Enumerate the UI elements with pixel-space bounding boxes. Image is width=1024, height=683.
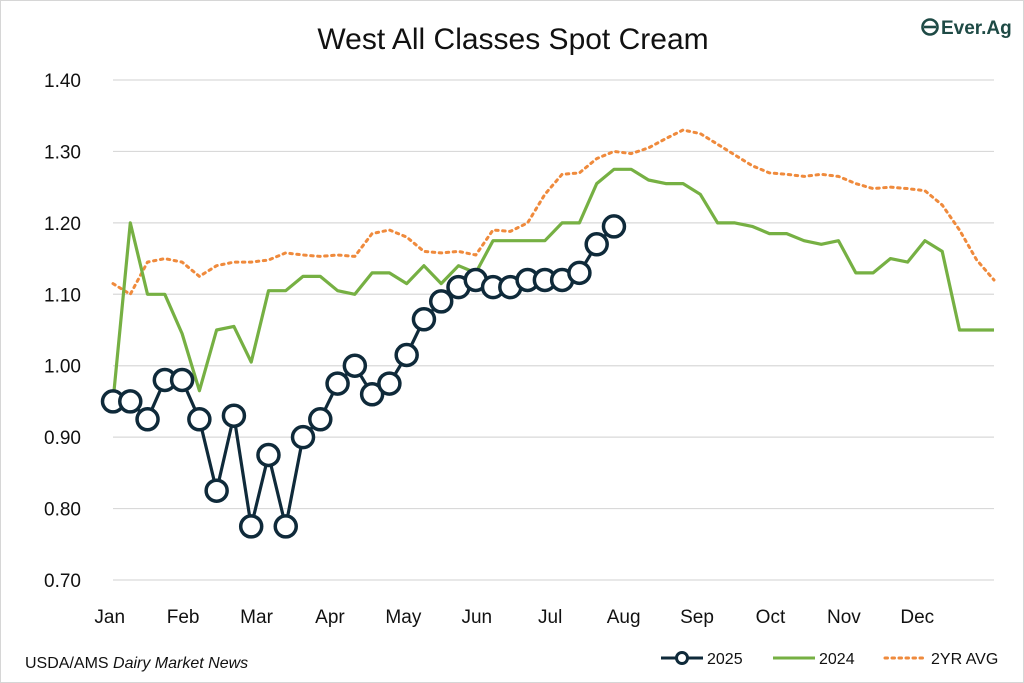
x-tick-label: Mar xyxy=(240,607,273,628)
y-tick-label: 1.40 xyxy=(44,71,81,92)
data-point-2025 xyxy=(187,407,212,432)
y-axis-ticks: 0.70 0.80 0.90 1.00 1.10 1.20 1.30 1.40 xyxy=(44,71,81,592)
data-point-2025 xyxy=(204,478,229,503)
x-tick-label: Sep xyxy=(680,607,714,628)
data-point-2025 xyxy=(411,307,437,332)
legend-label: 2024 xyxy=(819,651,855,668)
data-point-2025 xyxy=(238,514,264,539)
y-tick-label: 1.30 xyxy=(44,142,81,163)
brand-name: Ever.Ag xyxy=(941,18,1012,39)
legend-marker xyxy=(675,651,689,665)
y-tick-label: 0.70 xyxy=(44,571,81,592)
ever-ag-logo-icon xyxy=(921,18,939,36)
data-point-2025 xyxy=(428,289,454,314)
y-tick-label: 1.10 xyxy=(44,285,81,306)
x-tick-label: Jun xyxy=(461,607,492,628)
x-tick-label: Dec xyxy=(900,607,934,628)
legend-label: 2025 xyxy=(707,651,743,668)
legend-item-2025: 2025 xyxy=(661,651,743,668)
series-line-2yr-avg xyxy=(111,128,996,296)
source-prefix: USDA/AMS xyxy=(25,655,113,672)
x-tick-label: Nov xyxy=(827,607,861,628)
data-point-2025 xyxy=(377,371,402,396)
legend-item-2yr-avg: 2YR AVG xyxy=(883,651,998,668)
data-point-2025 xyxy=(290,424,316,450)
legend: 2025 2024 2YR AVG xyxy=(661,651,998,668)
legend-label: 2YR AVG xyxy=(931,651,998,668)
data-point-2025 xyxy=(394,342,419,368)
series-layer xyxy=(100,128,996,539)
data-point-2025 xyxy=(359,382,385,407)
chart-title: West All Classes Spot Cream xyxy=(317,23,708,56)
gridlines xyxy=(113,79,994,581)
series-line-2024 xyxy=(111,167,994,402)
y-tick-label: 0.90 xyxy=(44,428,81,449)
x-tick-label: Aug xyxy=(607,607,641,628)
x-tick-label: Feb xyxy=(167,607,200,628)
data-point-2025 xyxy=(584,232,609,257)
data-point-2025 xyxy=(256,442,281,468)
x-tick-label: May xyxy=(385,607,421,628)
x-tick-label: Jan xyxy=(94,607,125,628)
brand-logo: Ever.Ag xyxy=(921,18,1012,39)
data-point-2025 xyxy=(169,367,195,393)
data-point-2025 xyxy=(273,514,298,539)
source-publication: Dairy Market News xyxy=(113,655,248,672)
data-point-2025 xyxy=(118,389,143,414)
y-tick-label: 1.20 xyxy=(44,214,81,235)
data-point-2025 xyxy=(567,260,592,286)
y-tick-label: 1.00 xyxy=(44,357,81,378)
source-note: USDA/AMS Dairy Market News xyxy=(25,655,248,672)
data-point-2025 xyxy=(342,353,368,378)
y-tick-label: 0.80 xyxy=(44,500,81,521)
x-tick-label: Jul xyxy=(538,607,562,628)
data-point-2025 xyxy=(325,371,350,396)
legend-item-2024: 2024 xyxy=(773,651,855,668)
x-axis-ticks: Jan Feb Mar Apr May Jun Jul Aug Sep Oct Nov Dec xyxy=(94,607,934,628)
data-point-2025 xyxy=(601,214,627,239)
x-tick-label: Apr xyxy=(315,607,345,628)
data-point-2025 xyxy=(135,407,160,432)
data-point-2025 xyxy=(221,403,247,428)
data-point-2025 xyxy=(308,407,333,432)
x-tick-label: Oct xyxy=(756,607,786,628)
